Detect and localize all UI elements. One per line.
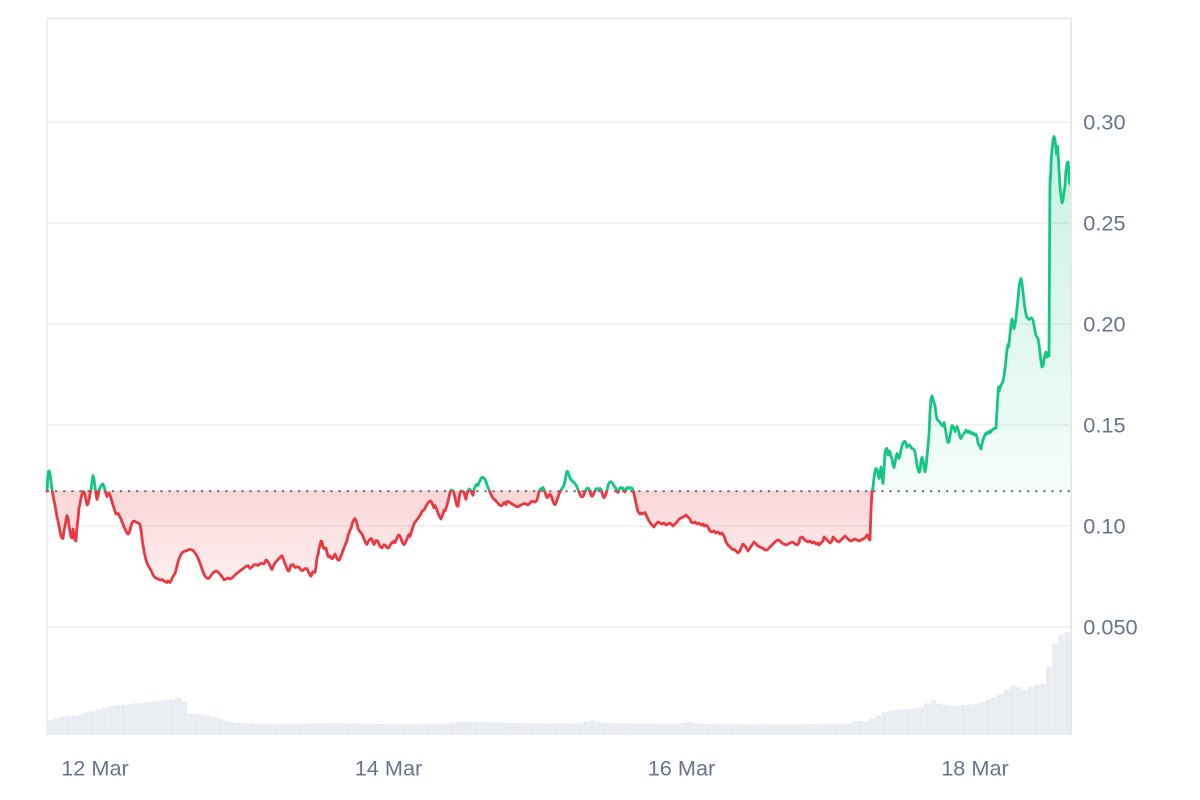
- svg-text:0.30: 0.30: [1083, 110, 1125, 135]
- svg-text:0.20: 0.20: [1083, 312, 1125, 337]
- svg-text:16 Mar: 16 Mar: [648, 756, 716, 781]
- svg-text:0.050: 0.050: [1083, 615, 1137, 640]
- svg-text:18 Mar: 18 Mar: [941, 756, 1009, 781]
- svg-text:14 Mar: 14 Mar: [355, 756, 423, 781]
- svg-text:12 Mar: 12 Mar: [61, 756, 129, 781]
- svg-text:0.25: 0.25: [1083, 211, 1125, 236]
- svg-text:0.15: 0.15: [1083, 413, 1125, 438]
- svg-text:0.10: 0.10: [1083, 514, 1125, 539]
